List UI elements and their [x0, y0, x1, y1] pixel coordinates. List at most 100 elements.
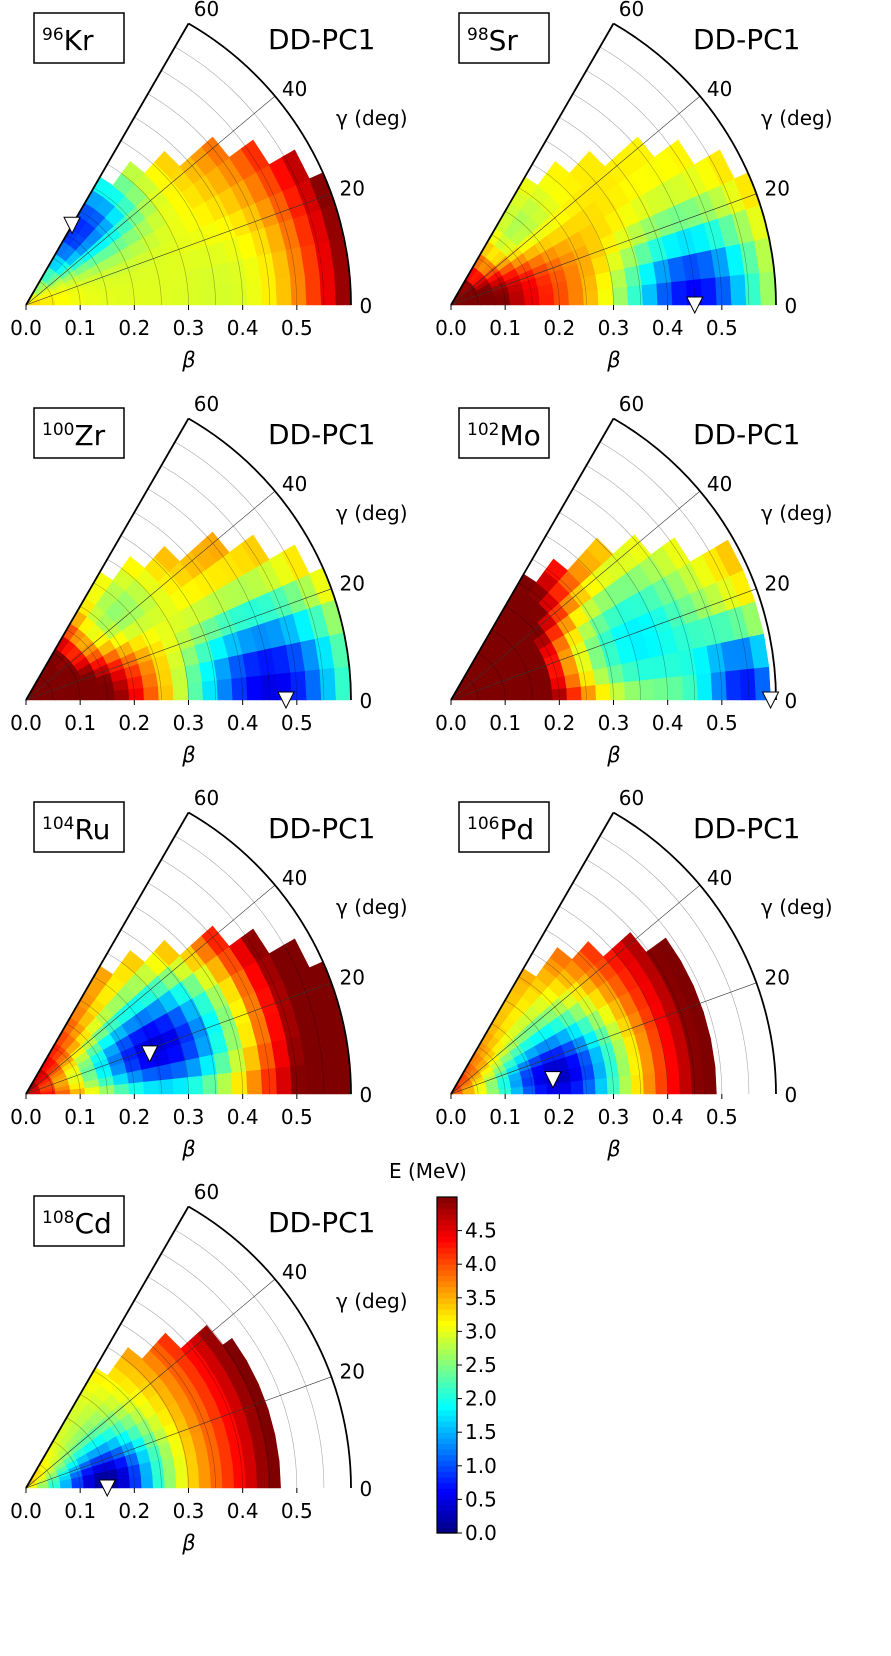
energy-cell — [665, 139, 695, 173]
contour-line — [39, 281, 54, 306]
colorbar-segment — [437, 1493, 457, 1500]
contour-line — [39, 1464, 54, 1489]
energy-surface — [25, 925, 352, 1095]
panel-104Ru: 0 20 40 60 γ (deg) 0.0 0.1 0.2 0.3 0.4 0.5 β 104Ru DD… — [10, 786, 407, 1161]
nucleus-label: 106Pd — [467, 813, 534, 846]
gamma-tick-label: 60 — [194, 0, 219, 21]
energy-cell — [275, 1065, 293, 1095]
colorbar-segment — [437, 1376, 457, 1383]
energy-cell — [172, 287, 189, 306]
energy-cell — [594, 1077, 609, 1095]
gamma-tick-label: 60 — [619, 392, 644, 416]
gamma-tick-label: 0 — [360, 689, 373, 713]
colorbar-tick-label: 4.5 — [465, 1219, 497, 1243]
gamma-gridline — [25, 95, 276, 306]
contour-line — [93, 582, 162, 701]
energy-cell — [140, 1474, 154, 1489]
outer-arc — [613, 417, 777, 701]
energy-cell — [334, 1059, 352, 1095]
contour-line — [518, 582, 587, 701]
minimum-marker — [685, 296, 704, 315]
minimum-marker — [98, 1479, 117, 1498]
panel-96Kr: 0 20 40 60 γ (deg) 0.0 0.1 0.2 0.3 0.4 0.5 β 96Kr DD-… — [10, 0, 407, 372]
gamma-60-axis — [25, 812, 190, 1095]
colorbar-segment — [437, 1454, 457, 1461]
mass-number: 96 — [42, 25, 64, 45]
element-symbol: Kr — [64, 24, 94, 57]
colorbar-segment — [437, 1465, 457, 1472]
energy-cell — [129, 1475, 143, 1489]
energy-cell — [655, 937, 682, 968]
energy-cell — [641, 283, 659, 306]
colorbar-segment — [437, 1521, 457, 1528]
beta-tick-label: 0.4 — [227, 316, 259, 340]
energy-cell — [187, 681, 204, 701]
contour-line — [52, 652, 81, 701]
energy-cell — [597, 287, 614, 306]
contour-line — [66, 1417, 108, 1489]
gamma-gridline — [450, 884, 701, 1095]
energy-cell — [186, 1469, 200, 1489]
nucleus-label-box — [458, 407, 550, 459]
contour-line — [161, 859, 298, 1095]
colorbar-segment — [437, 1449, 457, 1456]
contour-line — [80, 999, 135, 1095]
energy-cell — [586, 537, 614, 565]
gamma-gridline — [25, 193, 332, 306]
gamma-gridline — [450, 588, 757, 701]
contour-line — [107, 164, 189, 306]
energy-cell — [281, 938, 310, 975]
gamma-tick-label: 0 — [785, 689, 798, 713]
gamma-60-axis — [450, 23, 615, 306]
colorbar-segment — [437, 1219, 457, 1226]
colorbar-tick-label: 3.5 — [465, 1286, 497, 1310]
energy-surface — [450, 136, 777, 306]
gamma-tick-label: 0 — [360, 1083, 373, 1107]
beta-tick-label: 0.0 — [435, 1105, 467, 1129]
energy-cell — [609, 681, 626, 701]
energy-cell — [143, 685, 160, 701]
beta-tick-label: 0.3 — [598, 711, 630, 735]
contour-line — [464, 281, 479, 306]
energy-cell — [700, 276, 718, 306]
gamma-tick-label: 60 — [619, 786, 644, 810]
panel-108Cd: 0 20 40 60 γ (deg) 0.0 0.1 0.2 0.3 0.4 0.5 β 108Cd DD… — [10, 1180, 407, 1555]
energy-cell — [121, 556, 146, 580]
energy-cell — [544, 558, 569, 582]
beta-tick-label: 0.0 — [10, 1105, 42, 1129]
energy-cell — [281, 544, 310, 581]
contour-line — [559, 512, 668, 701]
colorbar-segment — [437, 1269, 457, 1276]
gamma-tick-label: 40 — [707, 866, 732, 890]
gamma-tick-label: 0 — [360, 294, 373, 318]
nucleus-label-box — [33, 1195, 125, 1247]
contour-line — [107, 953, 189, 1095]
contour-line — [80, 210, 135, 306]
model-label: DD-PC1 — [268, 1206, 375, 1239]
contour-line — [93, 1370, 162, 1489]
colorbar-segment — [437, 1342, 457, 1349]
gamma-60-axis — [25, 1206, 190, 1489]
energy-cell — [582, 1078, 597, 1095]
contour-line — [52, 1046, 81, 1095]
energy-cell — [113, 293, 130, 306]
colorbar-segment — [437, 1477, 457, 1484]
energy-cell — [534, 1083, 548, 1095]
gamma-tick-label: 60 — [619, 0, 644, 21]
colorbar-segment — [437, 1281, 457, 1288]
gamma-gridline — [25, 490, 276, 701]
element-symbol: Ru — [74, 813, 110, 846]
energy-cell — [706, 149, 735, 186]
beta-tick-label: 0.5 — [706, 316, 738, 340]
energy-cell — [334, 270, 352, 306]
beta-tick-label: 0.3 — [173, 1105, 205, 1129]
energy-surface — [25, 1324, 281, 1489]
energy-cell — [152, 1473, 166, 1489]
contour-line — [505, 999, 560, 1095]
beta-tick-label: 0.1 — [64, 1105, 96, 1129]
colorbar-tick-label: 1.0 — [465, 1454, 497, 1478]
energy-cell — [221, 1465, 235, 1489]
beta-tick-label: 0.0 — [10, 711, 42, 735]
gamma-gridline — [450, 193, 757, 306]
beta-tick-label: 0.2 — [118, 316, 150, 340]
